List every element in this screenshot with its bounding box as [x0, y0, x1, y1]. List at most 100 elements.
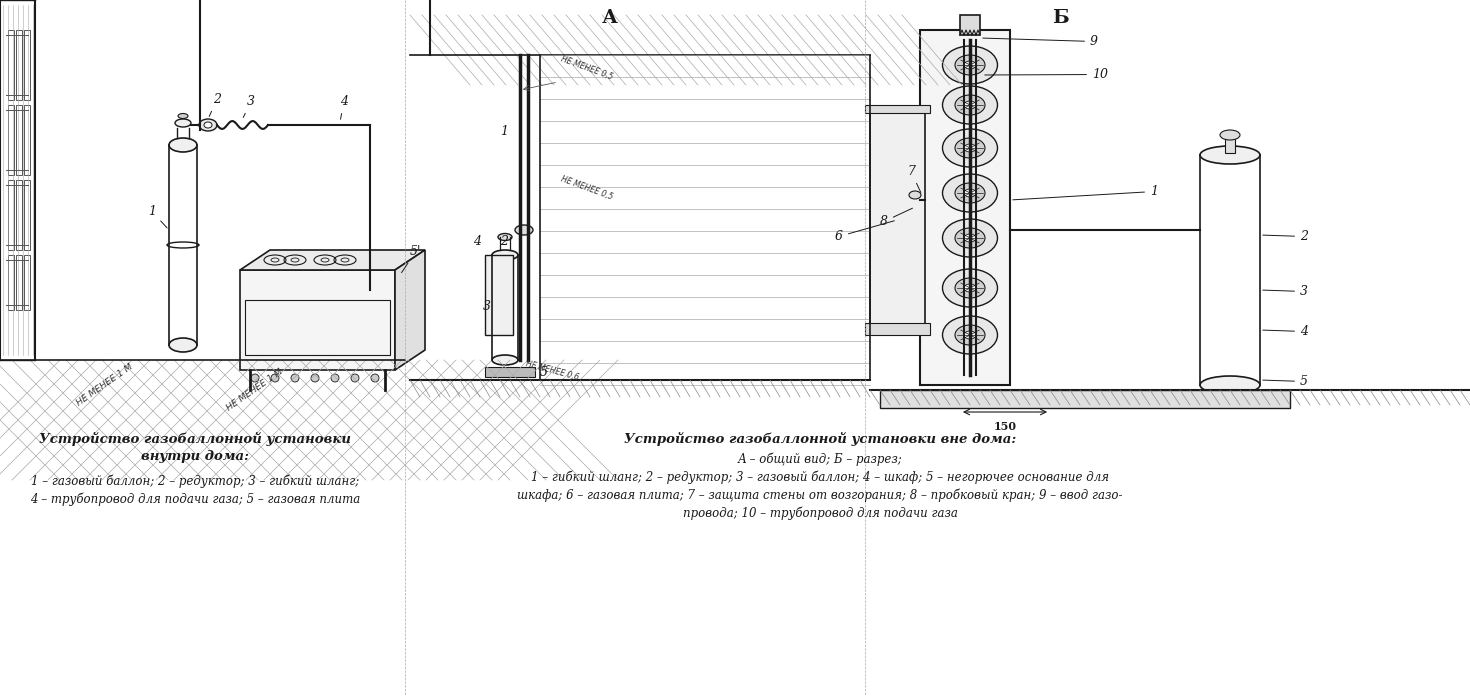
- Ellipse shape: [964, 101, 976, 109]
- Ellipse shape: [956, 278, 985, 298]
- Text: 8: 8: [881, 208, 913, 228]
- Ellipse shape: [942, 129, 998, 167]
- Ellipse shape: [175, 119, 191, 127]
- Text: НЕ МЕНЕЕ 0,5: НЕ МЕНЕЕ 0,5: [560, 55, 614, 82]
- Bar: [16, 105, 22, 175]
- Bar: [24, 30, 29, 100]
- Bar: [16, 255, 22, 310]
- Text: А: А: [603, 9, 617, 27]
- Bar: [7, 180, 15, 250]
- Bar: [240, 270, 395, 370]
- Text: 3: 3: [243, 95, 254, 118]
- Text: А – общий вид; Б – разрез;: А – общий вид; Б – разрез;: [738, 452, 903, 466]
- Ellipse shape: [169, 338, 197, 352]
- Text: Б: Б: [1051, 9, 1069, 27]
- Text: 2: 2: [500, 235, 509, 248]
- Text: НЕ МЕНЕЕ 0,6: НЕ МЕНЕЕ 0,6: [525, 359, 581, 382]
- Bar: [24, 180, 29, 250]
- Ellipse shape: [942, 46, 998, 84]
- Text: 10: 10: [985, 68, 1108, 81]
- Ellipse shape: [514, 225, 534, 235]
- Ellipse shape: [964, 234, 976, 242]
- Text: 1 – гибкий шланг; 2 – редуктор; 3 – газовый баллон; 4 – шкаф; 5 – негорючее осно: 1 – гибкий шланг; 2 – редуктор; 3 – газо…: [531, 470, 1108, 484]
- Text: 2: 2: [1263, 230, 1308, 243]
- Ellipse shape: [908, 191, 922, 199]
- Text: 1 – газовый баллон; 2 – редуктор; 3 – гибкий шланг;: 1 – газовый баллон; 2 – редуктор; 3 – ги…: [31, 474, 359, 487]
- Text: 3: 3: [1263, 285, 1308, 298]
- Bar: [485, 367, 535, 377]
- Bar: [16, 30, 22, 100]
- Circle shape: [270, 374, 279, 382]
- Text: 5: 5: [539, 366, 548, 379]
- Circle shape: [312, 374, 319, 382]
- Bar: [7, 255, 15, 310]
- Circle shape: [251, 374, 259, 382]
- Ellipse shape: [964, 144, 976, 152]
- Circle shape: [331, 374, 340, 382]
- Polygon shape: [240, 250, 425, 270]
- Text: 6: 6: [835, 221, 894, 243]
- Text: Устройство газобаллонной установки: Устройство газобаллонной установки: [40, 432, 351, 446]
- Ellipse shape: [956, 55, 985, 75]
- Text: 150: 150: [994, 420, 1016, 432]
- Text: шкафа; 6 – газовая плита; 7 – защита стены от возгорания; 8 – пробковый кран; 9 : шкафа; 6 – газовая плита; 7 – защита сте…: [517, 488, 1123, 502]
- Ellipse shape: [956, 325, 985, 345]
- Ellipse shape: [942, 86, 998, 124]
- Bar: [881, 390, 1291, 408]
- Text: 1: 1: [148, 205, 168, 228]
- Text: 3: 3: [484, 300, 491, 313]
- Bar: [864, 105, 931, 113]
- Ellipse shape: [964, 189, 976, 197]
- Text: НЕ МЕНЕЕ 1 М: НЕ МЕНЕЕ 1 М: [75, 363, 135, 408]
- Circle shape: [291, 374, 298, 382]
- Bar: [485, 255, 513, 335]
- Ellipse shape: [942, 174, 998, 212]
- Bar: [870, 110, 925, 330]
- Text: 1: 1: [500, 125, 509, 138]
- Ellipse shape: [492, 250, 517, 260]
- Ellipse shape: [956, 138, 985, 158]
- Ellipse shape: [1200, 376, 1260, 394]
- Bar: [1225, 135, 1235, 153]
- Bar: [7, 30, 15, 100]
- Circle shape: [370, 374, 379, 382]
- Ellipse shape: [942, 269, 998, 307]
- Text: 4: 4: [1263, 325, 1308, 338]
- Ellipse shape: [942, 316, 998, 354]
- Ellipse shape: [1220, 130, 1241, 140]
- Ellipse shape: [942, 219, 998, 257]
- Text: НЕ МЕНЕЕ 1 М: НЕ МЕНЕЕ 1 М: [225, 367, 285, 413]
- Circle shape: [351, 374, 359, 382]
- Text: 9: 9: [983, 35, 1098, 48]
- Bar: [7, 105, 15, 175]
- Ellipse shape: [204, 122, 212, 128]
- Ellipse shape: [956, 183, 985, 203]
- Text: провода; 10 – трубопровод для подачи газа: провода; 10 – трубопровод для подачи газ…: [682, 506, 957, 519]
- Ellipse shape: [956, 95, 985, 115]
- Ellipse shape: [198, 119, 218, 131]
- Text: внутри дома:: внутри дома:: [141, 450, 248, 463]
- Bar: [16, 180, 22, 250]
- Text: 7: 7: [907, 165, 920, 193]
- Text: 4 – трубопровод для подачи газа; 5 – газовая плита: 4 – трубопровод для подачи газа; 5 – газ…: [29, 492, 360, 505]
- Ellipse shape: [956, 228, 985, 248]
- Ellipse shape: [1200, 146, 1260, 164]
- Bar: [24, 255, 29, 310]
- Ellipse shape: [964, 284, 976, 292]
- Text: 5': 5': [401, 245, 422, 273]
- Bar: [920, 30, 1010, 385]
- Text: 4: 4: [473, 235, 481, 248]
- Text: 5: 5: [1263, 375, 1308, 388]
- Bar: [960, 15, 980, 35]
- Text: Устройство газобаллонной установки вне дома:: Устройство газобаллонной установки вне д…: [623, 432, 1016, 446]
- Ellipse shape: [178, 113, 188, 118]
- Ellipse shape: [964, 61, 976, 69]
- Ellipse shape: [964, 331, 976, 339]
- Text: 4: 4: [340, 95, 348, 119]
- Ellipse shape: [492, 355, 517, 365]
- Bar: [245, 300, 390, 355]
- Polygon shape: [395, 250, 425, 370]
- Bar: [24, 105, 29, 175]
- Ellipse shape: [498, 233, 512, 241]
- Text: 1: 1: [1013, 185, 1158, 200]
